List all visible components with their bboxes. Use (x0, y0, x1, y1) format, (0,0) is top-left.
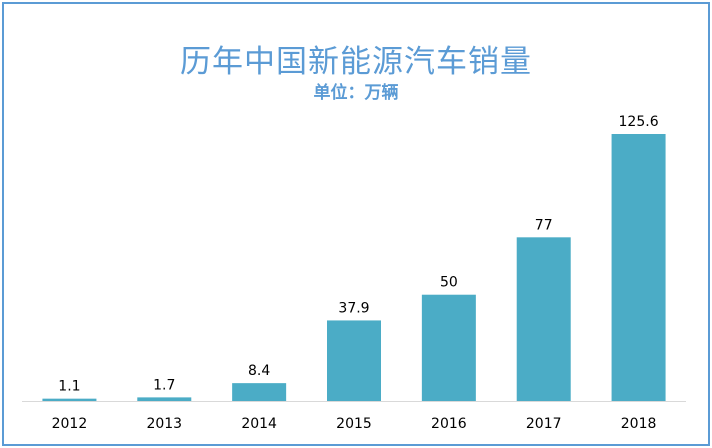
x-tick-2012: 2012 (52, 416, 88, 432)
x-tick-2016: 2016 (431, 416, 467, 432)
data-label-2012: 1.1 (58, 379, 80, 395)
data-label-2014: 8.4 (248, 363, 270, 379)
bar-2012 (42, 398, 97, 401)
x-tick-2013: 2013 (146, 416, 182, 432)
data-label-2016: 50 (440, 275, 458, 291)
x-tick-labels: 2012 2013 2014 2015 2016 2017 2018 (52, 416, 657, 432)
bar-2017 (516, 237, 571, 401)
x-tick-2014: 2014 (241, 416, 277, 432)
bar-2016 (421, 294, 476, 401)
data-label-2015: 37.9 (338, 300, 369, 316)
bar-2014 (232, 383, 287, 401)
bar-2015 (327, 320, 381, 401)
data-label-2013: 1.7 (153, 377, 175, 393)
data-label-2018: 125.6 (619, 114, 659, 130)
bars-group (42, 134, 666, 401)
x-tick-2017: 2017 (526, 416, 562, 432)
bar-2018 (611, 134, 666, 401)
chart-subtitle: 单位：万辆 (313, 83, 399, 103)
data-label-2017: 77 (535, 217, 553, 233)
bar-2013 (137, 397, 192, 401)
x-tick-2018: 2018 (621, 416, 657, 432)
chart-title: 历年中国新能源汽车销量 (180, 44, 532, 80)
data-labels: 1.1 1.7 8.4 37.9 50 77 125.6 (58, 114, 658, 395)
x-tick-2015: 2015 (336, 416, 372, 432)
